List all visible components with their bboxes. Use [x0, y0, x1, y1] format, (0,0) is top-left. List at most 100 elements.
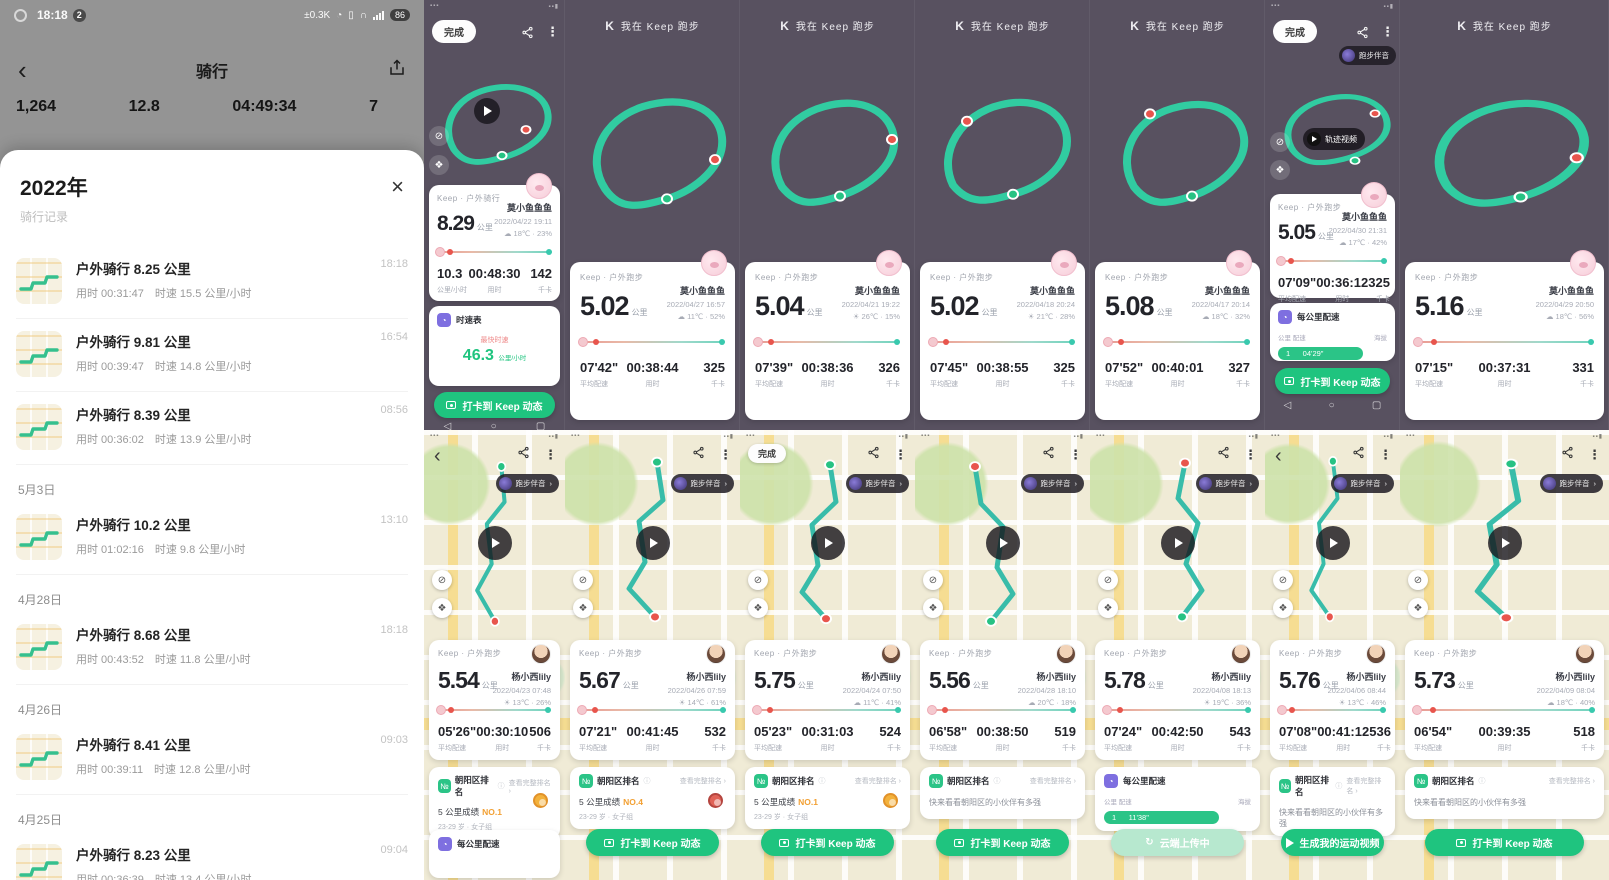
audio-companion-badge[interactable]: 跑步伴音 ›	[1195, 474, 1259, 493]
info-icon[interactable]: ⓘ	[497, 783, 505, 790]
privacy-icon[interactable]: ⊘	[429, 126, 449, 146]
more-icon[interactable]: ⋮	[1069, 447, 1082, 462]
pace-slider[interactable]	[1413, 337, 1594, 347]
layers-icon[interactable]: ❖	[573, 598, 593, 618]
layers-icon[interactable]: ❖	[432, 598, 452, 618]
more-icon[interactable]: ⋮	[1588, 447, 1601, 462]
back-button[interactable]: ‹	[1275, 445, 1282, 467]
cta-button[interactable]: 打卡到 Keep 动态	[936, 829, 1069, 856]
back-button[interactable]: ‹	[18, 55, 27, 85]
record-row[interactable]: 户外骑行 8.41 公里 用时 00:39:11 时速 12.8 公里/小时 0…	[16, 722, 408, 795]
eye-icon[interactable]: ⊘	[748, 570, 768, 590]
more-icon[interactable]: ⋮	[1244, 447, 1257, 462]
more-icon[interactable]: ⋮	[544, 447, 557, 462]
cta-button[interactable]: 打卡到 Keep 动态	[586, 829, 719, 856]
done-button[interactable]: 完成	[748, 444, 787, 463]
share-icon[interactable]	[517, 446, 530, 464]
layers-icon[interactable]: ❖	[429, 155, 449, 175]
more-icon[interactable]: ⋮	[894, 447, 907, 462]
district-rank-card[interactable]: № 朝阳区排名 ⓘ 查看完整排名 › 快来看看朝阳区的小伙伴有多强	[1405, 767, 1604, 819]
cta-button[interactable]: 打卡到 Keep 动态	[1425, 829, 1584, 856]
record-row[interactable]: 户外骑行 9.81 公里 用时 00:39:47 时速 14.8 公里/小时 1…	[16, 319, 408, 392]
play-button[interactable]	[1487, 526, 1522, 560]
share-icon[interactable]	[1561, 446, 1574, 464]
done-button[interactable]: 完成	[432, 20, 476, 43]
layers-icon[interactable]: ❖	[1098, 598, 1118, 618]
cta-button[interactable]: 云端上传中	[1111, 829, 1244, 856]
full-rank-link[interactable]: 查看完整排名 ›	[854, 778, 901, 785]
layers-icon[interactable]: ❖	[1273, 598, 1293, 618]
play-button[interactable]	[1315, 526, 1350, 560]
district-rank-card[interactable]: № 朝阳区排名 ⓘ 查看完整排名 › 快来看看朝阳区的小伙伴有多强	[920, 767, 1085, 819]
district-rank-card[interactable]: № 朝阳区排名 ⓘ 查看完整排名 › 5 公里成绩 NO.1 23-29 岁 · …	[429, 767, 560, 839]
play-button[interactable]	[477, 526, 512, 560]
full-rank-link[interactable]: 查看完整排名 ›	[1548, 778, 1595, 785]
audio-companion-badge[interactable]: 跑步伴音 ›	[670, 474, 734, 493]
share-icon[interactable]	[1352, 446, 1365, 464]
android-nav[interactable]: ◁ ○ ▢	[1265, 400, 1400, 411]
audio-companion-badge[interactable]: 跑步伴音 ›	[495, 474, 559, 493]
info-icon[interactable]: ⓘ	[993, 778, 1001, 785]
play-button[interactable]	[810, 526, 845, 560]
privacy-icon[interactable]: ⊘	[1270, 132, 1290, 152]
play-button[interactable]	[635, 526, 670, 560]
info-icon[interactable]: ⓘ	[643, 778, 651, 785]
share-icon[interactable]	[1042, 446, 1055, 464]
more-icon[interactable]: ⋮	[546, 24, 559, 39]
play-button[interactable]	[985, 526, 1020, 560]
pace-slider[interactable]	[1102, 705, 1251, 715]
pace-slider[interactable]	[1276, 256, 1387, 266]
share-icon[interactable]	[1356, 26, 1369, 39]
audio-companion-badge[interactable]: 跑步伴音 ›	[1330, 474, 1394, 493]
district-rank-card[interactable]: № 朝阳区排名 ⓘ 查看完整排名 › 5 公里成绩 NO.1 23-29 岁 · …	[745, 767, 910, 829]
record-row[interactable]: 户外骑行 8.25 公里 用时 00:31:47 时速 15.5 公里/小时 1…	[16, 246, 408, 319]
full-rank-link[interactable]: 查看完整排名 ›	[1029, 778, 1076, 785]
full-rank-link[interactable]: 查看完整排名 ›	[679, 778, 726, 785]
more-icon[interactable]: ⋮	[719, 447, 732, 462]
cta-button[interactable]: 打卡到 Keep 动态	[761, 829, 894, 856]
pace-slider[interactable]	[753, 337, 900, 347]
pace-slider[interactable]	[1277, 705, 1386, 715]
district-rank-card[interactable]: № 朝阳区排名 ⓘ 查看完整排名 › 5 公里成绩 NO.4 23-29 岁 · …	[570, 767, 735, 829]
record-row[interactable]: 户外骑行 8.23 公里 用时 00:36:39 时速 13.4 公里/小时 0…	[16, 832, 408, 880]
done-button[interactable]: 完成	[1273, 20, 1317, 43]
info-icon[interactable]: ⓘ	[818, 778, 826, 785]
record-row[interactable]: 户外骑行 10.2 公里 用时 01:02:16 时速 9.8 公里/小时 13…	[16, 502, 408, 575]
layers-icon[interactable]: ❖	[1408, 598, 1428, 618]
eye-icon[interactable]: ⊘	[432, 570, 452, 590]
pace-slider[interactable]	[436, 705, 551, 715]
pace-slider[interactable]	[577, 705, 726, 715]
eye-icon[interactable]: ⊘	[1098, 570, 1118, 590]
more-icon[interactable]: ⋮	[1381, 24, 1394, 39]
share-icon[interactable]	[692, 446, 705, 464]
record-row[interactable]: 户外骑行 8.68 公里 用时 00:43:52 时速 11.8 公里/小时 1…	[16, 612, 408, 685]
cta-button[interactable]: 生成我的运动视频	[1281, 829, 1384, 856]
pace-slider[interactable]	[928, 337, 1075, 347]
layers-icon[interactable]: ❖	[1270, 160, 1290, 180]
eye-icon[interactable]: ⊘	[1273, 570, 1293, 590]
pace-slider[interactable]	[1103, 337, 1250, 347]
cta-button[interactable]: 打卡到 Keep 动态	[1275, 368, 1390, 394]
info-icon[interactable]: ⓘ	[1478, 778, 1486, 785]
share-icon[interactable]	[521, 26, 534, 39]
cta-button[interactable]: 打卡到 Keep 动态	[434, 392, 555, 418]
audio-companion-badge[interactable]: 跑步伴音 ›	[845, 474, 909, 493]
play-button[interactable]	[1160, 526, 1195, 560]
pace-slider[interactable]	[578, 337, 725, 347]
close-icon[interactable]: ×	[391, 174, 404, 199]
track-video-pill[interactable]: 轨迹视频	[1303, 128, 1365, 150]
play-button[interactable]	[474, 98, 500, 124]
share-icon[interactable]	[388, 58, 406, 82]
eye-icon[interactable]: ⊘	[923, 570, 943, 590]
back-button[interactable]: ‹	[434, 445, 441, 467]
audio-companion-badge[interactable]: 跑步伴音	[1339, 46, 1396, 65]
pace-slider[interactable]	[752, 705, 901, 715]
audio-companion-badge[interactable]: 跑步伴音 ›	[1020, 474, 1084, 493]
audio-companion-badge[interactable]: 跑步伴音 ›	[1539, 474, 1603, 493]
pace-slider[interactable]	[435, 247, 552, 257]
eye-icon[interactable]: ⊘	[1408, 570, 1428, 590]
record-row[interactable]: 户外骑行 8.39 公里 用时 00:36:02 时速 13.9 公里/小时 0…	[16, 392, 408, 465]
pace-slider[interactable]	[927, 705, 1076, 715]
share-icon[interactable]	[867, 446, 880, 464]
full-rank-link[interactable]: 查看完整排名 ›	[1346, 778, 1382, 795]
